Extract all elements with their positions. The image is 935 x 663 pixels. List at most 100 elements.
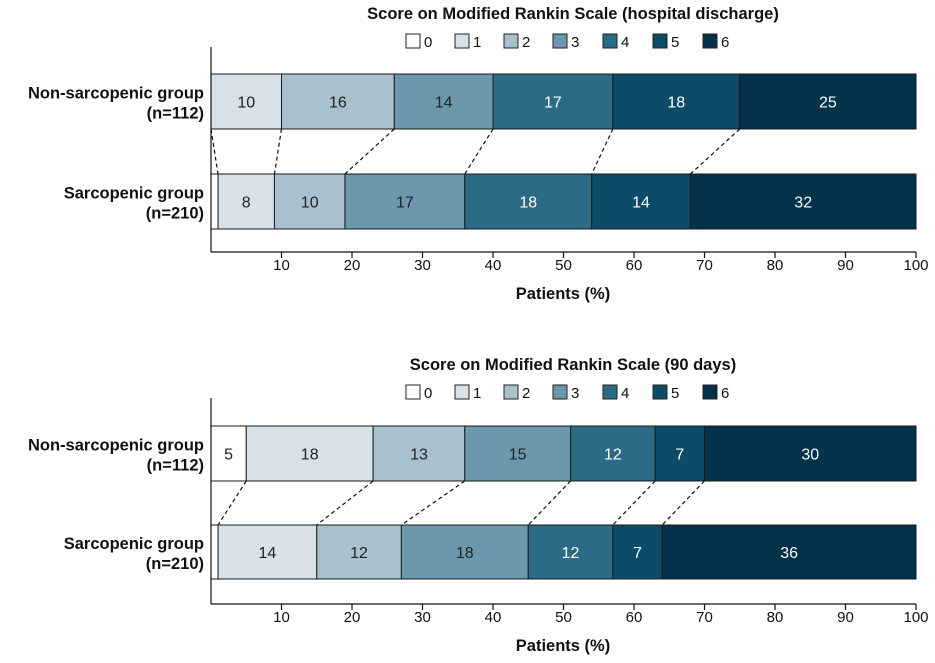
connector-line: [401, 480, 466, 526]
bar-segment-mrs-6: [661, 524, 917, 580]
category-label: Non-sarcopenic group: [28, 85, 204, 103]
connector-line: [591, 128, 614, 175]
bar-row-1: 10 16 14 17 18 25: [210, 73, 917, 130]
x-tick-label: 10: [273, 257, 290, 274]
chart-title: Score on Modified Rankin Scale (90 days): [410, 356, 736, 374]
legend-swatch-4: [602, 33, 618, 49]
data-label: 13: [410, 447, 428, 464]
legend-label-2: 2: [522, 385, 530, 402]
connector-line: [217, 480, 247, 526]
connector-line: [273, 128, 283, 175]
data-label: 25: [819, 95, 837, 112]
legend-swatch-6: [702, 384, 718, 400]
data-label: 7: [675, 447, 684, 464]
connector-line: [612, 480, 656, 526]
x-tick-label: 20: [344, 609, 361, 626]
data-label: 10: [301, 195, 319, 212]
legend-swatch-5: [652, 33, 668, 49]
chart-panel-1: Score on Modified Rankin Scale (hospital…: [28, 5, 929, 303]
bar-segment-mrs-4: [527, 524, 614, 580]
data-label: 15: [509, 447, 527, 464]
data-label: 14: [632, 195, 650, 212]
category-sample-size: (n=210): [146, 555, 204, 573]
bar-segment-mrs-3: [464, 425, 572, 482]
category-label: Sarcopenic group: [64, 185, 204, 203]
data-label: 32: [794, 195, 812, 212]
connector-lines: [217, 480, 705, 526]
bar-segment-mrs-1: [217, 524, 318, 580]
bar-row-1: 5 18 13 15 12 7 30: [210, 425, 917, 482]
legend-label-3: 3: [571, 385, 579, 402]
data-label: 14: [435, 95, 453, 112]
bar-segment-mrs-3: [400, 524, 529, 580]
legend-swatch-4: [602, 384, 618, 400]
x-tick-label: 100: [903, 257, 928, 274]
bar-segment-mrs-3: [344, 173, 466, 230]
data-label: 7: [633, 545, 642, 562]
x-tick-label: 30: [414, 609, 431, 626]
data-label: 12: [350, 545, 368, 562]
legend-label-2: 2: [522, 34, 530, 51]
bar-segment-mrs-0: [210, 173, 219, 230]
bar-segment-mrs-2: [281, 73, 395, 130]
legend-label-5: 5: [671, 34, 679, 51]
legend-label-1: 1: [473, 385, 481, 402]
bar-segment-mrs-2: [273, 173, 346, 230]
chart-title: Score on Modified Rankin Scale (hospital…: [367, 5, 779, 23]
data-label: 16: [329, 95, 347, 112]
bar-segment-mrs-4: [570, 425, 656, 482]
legend-swatch-0: [405, 33, 421, 49]
legend-label-4: 4: [621, 385, 629, 402]
legend-swatch-6: [702, 33, 718, 49]
connector-line: [661, 480, 705, 526]
bar-segment-mrs-5: [591, 173, 691, 230]
connector-line: [344, 128, 395, 175]
legend-swatch-2: [503, 33, 519, 49]
bar-segment-mrs-6: [739, 73, 917, 130]
category-sample-size: (n=210): [146, 205, 204, 223]
legend-label-5: 5: [671, 385, 679, 402]
x-tick-label: 80: [767, 257, 784, 274]
data-label: 18: [301, 447, 319, 464]
legend-label-1: 1: [473, 34, 481, 51]
bar-segment-mrs-1: [245, 425, 374, 482]
legend-label-3: 3: [571, 34, 579, 51]
legend-swatch-1: [454, 384, 470, 400]
x-tick-label: 40: [485, 257, 502, 274]
bar-segment-mrs-5: [612, 524, 663, 580]
x-tick-label: 90: [837, 257, 854, 274]
data-label: 36: [780, 545, 798, 562]
x-axis-label: Patients (%): [516, 637, 610, 655]
data-label: 18: [456, 545, 474, 562]
connector-line: [464, 128, 494, 175]
data-label: 12: [562, 545, 580, 562]
x-axis-label: Patients (%): [516, 285, 610, 303]
data-label: 17: [396, 195, 414, 212]
bar-segment-mrs-4: [464, 173, 593, 230]
category-label: Non-sarcopenic group: [28, 437, 204, 455]
data-label: 14: [259, 545, 277, 562]
x-tick-label: 100: [903, 609, 928, 626]
connector-lines: [210, 128, 741, 175]
bar-segment-mrs-0: [210, 524, 219, 580]
data-label: 30: [801, 447, 819, 464]
connector-line: [527, 480, 571, 526]
bar-segment-mrs-5: [654, 425, 706, 482]
legend-swatch-3: [552, 33, 568, 49]
category-sample-size: (n=112): [147, 105, 204, 123]
chart-panel-2: Score on Modified Rankin Scale (90 days)…: [28, 356, 929, 655]
legend-label-4: 4: [621, 34, 629, 51]
x-tick-label: 50: [555, 257, 572, 274]
x-tick-label: 70: [696, 257, 713, 274]
legend-swatch-0: [405, 384, 421, 400]
legend-swatch-3: [552, 384, 568, 400]
bar-segment-mrs-2: [372, 425, 466, 482]
data-label: 5: [224, 447, 233, 464]
category-label: Sarcopenic group: [64, 535, 204, 553]
data-label: 18: [519, 195, 537, 212]
legend-label-0: 0: [424, 34, 432, 51]
bar-row-2: 8 10 17 18 14 32: [210, 173, 917, 230]
bar-segment-mrs-6: [689, 173, 917, 230]
data-label: 18: [667, 95, 685, 112]
